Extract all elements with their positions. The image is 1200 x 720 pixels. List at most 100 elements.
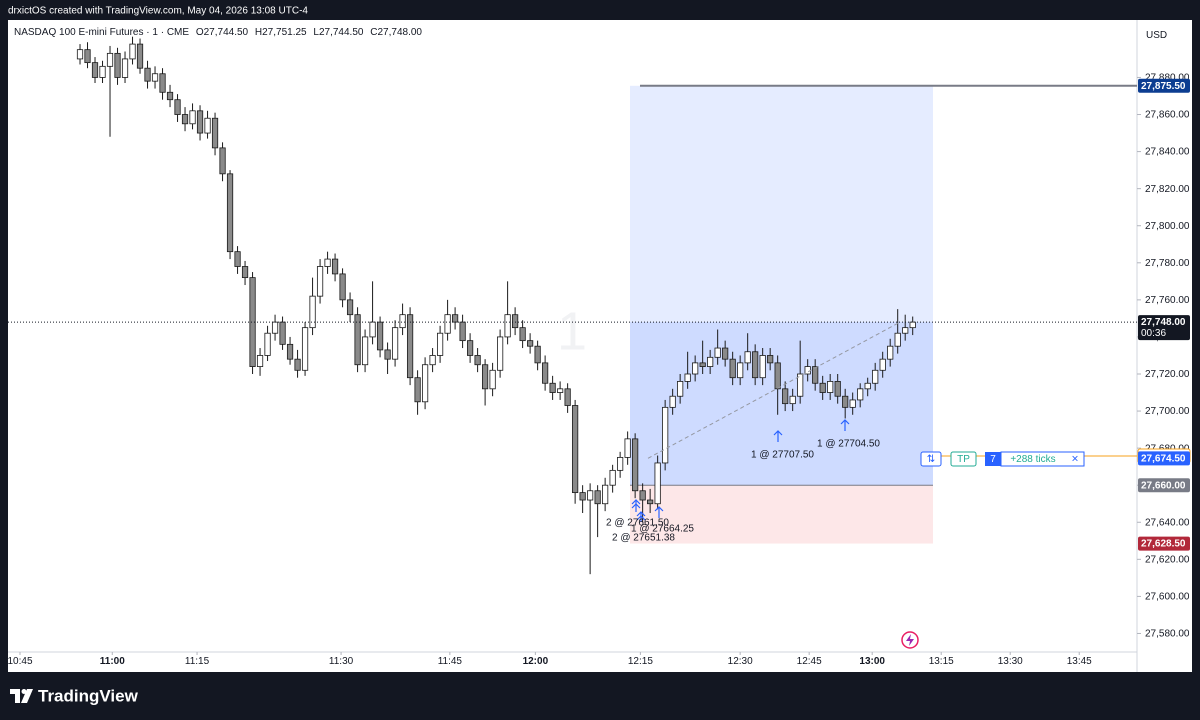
candle-body [639, 490, 646, 501]
candle-body [436, 332, 444, 356]
y-tick-label: 27,760.00 [1145, 295, 1190, 306]
candle-body [271, 321, 279, 334]
x-tick-label: 13:45 [1067, 656, 1092, 667]
x-tick-label: 12:30 [728, 656, 753, 667]
candle-body [474, 355, 481, 366]
candle-body [331, 258, 339, 275]
legend: NASDAQ 100 E-mini Futures · 1 · CME O27,… [14, 27, 422, 38]
candle-body [324, 258, 331, 267]
candle-body [834, 381, 841, 397]
level-label-box [1138, 536, 1190, 551]
candle-body [759, 355, 766, 379]
candle-body [294, 358, 301, 371]
y-tick-label: 27,880.00 [1145, 73, 1190, 84]
level-label: 27,660.00 [1141, 480, 1186, 491]
order-ticks-box[interactable] [1000, 451, 1085, 467]
x-tick-label: 11:45 [438, 656, 463, 667]
execution-label: 2 @ 27661.50 [606, 518, 669, 529]
x-tick-label: 12:00 [523, 656, 549, 667]
candle-body [587, 490, 594, 501]
candle-body [106, 52, 114, 67]
ohlc-value: 27,744.50 [319, 27, 364, 38]
level-label: 27,628.50 [1141, 539, 1186, 550]
candle-body [376, 321, 384, 351]
candle-body [632, 438, 639, 492]
order-close[interactable]: × [1071, 452, 1078, 466]
y-tick-label: 27,640.00 [1145, 517, 1190, 528]
execution-label: 1 @ 27664.25 [631, 524, 694, 535]
candle-body [482, 364, 489, 390]
candle-body [579, 492, 586, 501]
execution-label: 1 @ 27707.50 [751, 450, 814, 461]
order-side[interactable]: ⇅ [927, 454, 935, 465]
candle-body [654, 462, 661, 505]
level-label-box [1138, 451, 1190, 466]
x-tick-label: 12:15 [628, 656, 653, 667]
candle-body [361, 336, 369, 366]
candle-body [414, 377, 421, 403]
level-label-box [1138, 78, 1190, 93]
overlay: 2 @ 27661.50 1 @ 27664.25 2 @ 27651.38 1… [8, 84, 1137, 544]
candle-body [166, 91, 174, 101]
x-tick-label: 11:15 [185, 656, 210, 667]
order-qty[interactable]: 7 [990, 454, 996, 465]
alert-icon[interactable] [901, 631, 919, 649]
order-type-box[interactable] [950, 451, 977, 467]
candle-body [684, 373, 691, 382]
candle-body [91, 62, 99, 78]
execution-arrows [631, 419, 850, 522]
ohlc-value: 27,744.50 [204, 27, 249, 38]
candle-body [369, 321, 376, 338]
candle-body [234, 251, 241, 267]
position-tool [630, 85, 933, 544]
y-tick-label: 27,700.00 [1145, 406, 1190, 417]
x-tick-label: 11:30 [329, 656, 354, 667]
candle-body [707, 356, 714, 367]
candle-body [677, 381, 684, 397]
y-tick-label: 27,840.00 [1145, 147, 1190, 158]
candle-body [429, 355, 436, 366]
candle-body [459, 321, 466, 342]
y-tick-label: 27,580.00 [1145, 629, 1190, 640]
candle-body [391, 327, 399, 360]
candle-body [256, 355, 264, 367]
candle-body [624, 438, 631, 458]
candle-body [669, 395, 676, 408]
candle-body [189, 110, 196, 125]
candle-body [894, 332, 901, 347]
candle-body [842, 395, 849, 408]
candle-body [129, 43, 136, 60]
ohlc-key: O [196, 27, 204, 38]
candle-body [181, 114, 189, 125]
candle-body [249, 277, 256, 367]
candle-body [782, 388, 789, 405]
candle-body [902, 327, 909, 334]
candle-body [467, 340, 474, 356]
candle-body [384, 349, 391, 360]
x-tick-label: 13:30 [998, 656, 1023, 667]
level-label: 27,674.50 [1141, 453, 1186, 464]
countdown: 00:36 [1141, 328, 1166, 339]
order-type[interactable]: TP [957, 454, 970, 465]
candle-body [872, 369, 879, 384]
candle-body [602, 484, 609, 505]
candles [76, 36, 916, 575]
candle-body [196, 110, 204, 134]
candle-body [752, 351, 759, 379]
profit-zone [630, 85, 933, 486]
candle-body [121, 58, 129, 78]
candle-body [451, 314, 459, 323]
order-side-box[interactable] [920, 451, 942, 467]
execution-label: 2 @ 27651.38 [612, 533, 675, 544]
candle-body [527, 340, 534, 347]
currency[interactable]: USD [1146, 30, 1167, 41]
currency-box[interactable] [1140, 26, 1170, 44]
x-tick-label: 11:00 [100, 656, 125, 667]
order-ticks[interactable]: +288 ticks [1010, 454, 1055, 465]
order-qty-box[interactable] [985, 452, 1001, 466]
candle-body [226, 173, 234, 253]
candle-body [609, 469, 616, 486]
candle-body [204, 117, 211, 134]
candle-body [767, 355, 774, 364]
y-tick-label: 27,820.00 [1145, 184, 1190, 195]
